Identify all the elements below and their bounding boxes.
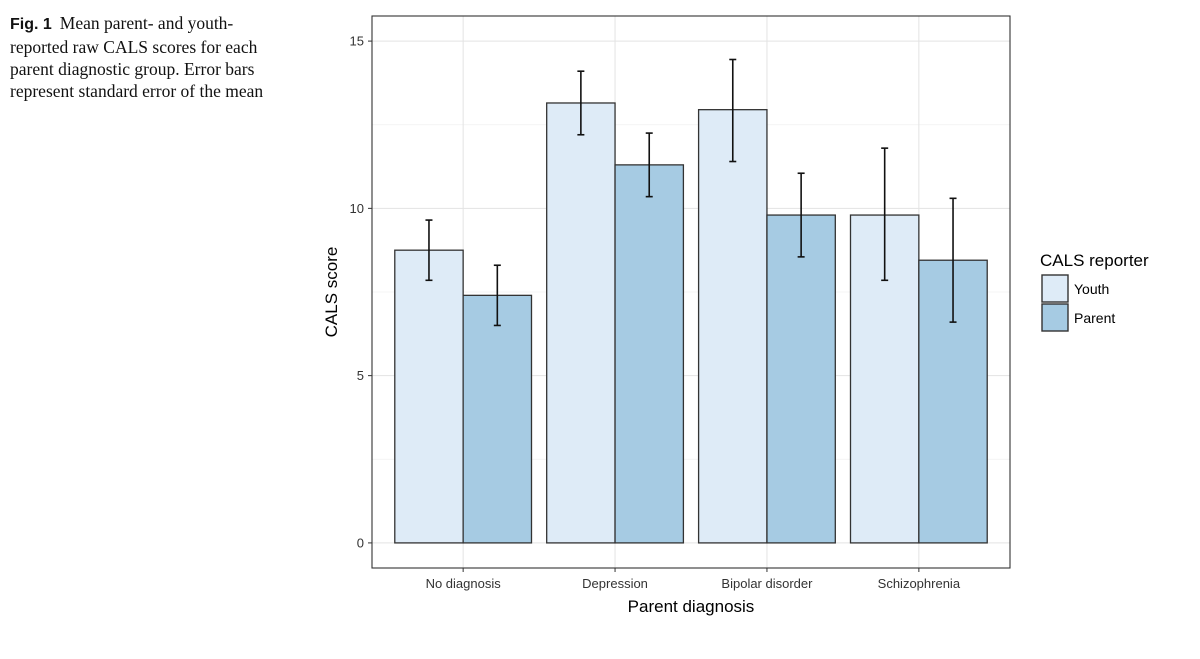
y-tick-label: 10 xyxy=(350,201,364,216)
bar-youth xyxy=(697,109,768,544)
axis-layer: 0 5 10 15 No diagnosis Depression Bipolar diso… xyxy=(350,34,961,591)
bar-youth xyxy=(546,102,616,544)
bar-parent xyxy=(614,164,685,544)
y-tick-label: 15 xyxy=(350,34,364,49)
caption-text: Mean parent- and youth-reported raw CALS… xyxy=(10,13,264,101)
x-tick-label: Depression xyxy=(582,576,648,591)
x-tick-label: No diagnosis xyxy=(426,576,502,591)
y-tick-label: 5 xyxy=(357,368,364,383)
x-axis-title: Parent diagnosis xyxy=(628,597,755,616)
legend-swatch-parent xyxy=(1041,303,1069,332)
x-tick-label: Schizophrenia xyxy=(878,576,961,591)
y-tick-label: 0 xyxy=(357,535,364,550)
error-bars-layer xyxy=(425,58,957,327)
figure-caption: Fig. 1 Mean parent- and youth-reported ra… xyxy=(10,12,280,102)
figure-label: Fig. 1 xyxy=(10,16,52,33)
plot-panel-border xyxy=(371,15,1011,569)
bars-layer xyxy=(394,102,988,544)
y-axis-title: CALS score xyxy=(322,247,341,338)
legend-label-youth: Youth xyxy=(1074,281,1109,297)
bar-youth xyxy=(394,249,464,544)
x-tick-label: Bipolar disorder xyxy=(721,576,813,591)
legend-swatch-youth xyxy=(1041,274,1069,303)
legend: CALS reporter Youth Parent xyxy=(1040,251,1149,332)
legend-label-parent: Parent xyxy=(1074,310,1115,326)
bar-parent xyxy=(462,294,533,544)
bar-parent xyxy=(766,214,836,544)
legend-title: CALS reporter xyxy=(1040,251,1149,270)
